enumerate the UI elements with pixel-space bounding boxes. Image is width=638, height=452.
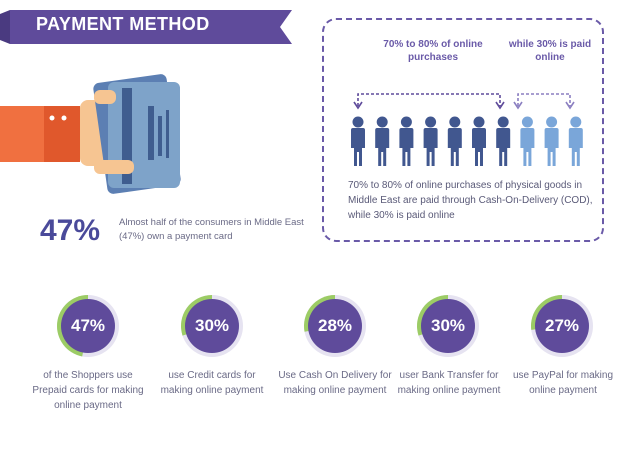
person-icon bbox=[496, 116, 511, 166]
stat-donut-text: Use Cash On Delivery for making online p… bbox=[278, 370, 392, 396]
person-icon bbox=[375, 116, 390, 166]
stat-donut-text: user Bank Transfer for making online pay… bbox=[397, 370, 501, 396]
page-title: PAYMENT METHOD bbox=[36, 14, 210, 34]
person-icon bbox=[568, 116, 583, 166]
person-icon bbox=[447, 116, 462, 166]
stat-donut bbox=[417, 295, 479, 357]
stat-donut bbox=[181, 295, 243, 357]
person-icon bbox=[351, 116, 365, 166]
stat-donut-text: of the Shoppers use Prepaid cards for ma… bbox=[32, 370, 144, 411]
stat-donut-value: 30% bbox=[194, 316, 230, 335]
stat-donut-text: use PayPal for making online payment bbox=[512, 370, 614, 396]
stat-donut-value: 28% bbox=[317, 316, 353, 335]
stat-donut-value: 47% bbox=[70, 316, 106, 335]
person-icon bbox=[423, 116, 438, 166]
split-description: 70% to 80% of online purchases of physic… bbox=[348, 180, 593, 221]
person-icon bbox=[399, 116, 414, 166]
person-icon bbox=[472, 116, 486, 166]
stat-donut-text: use Credit cards for making online payme… bbox=[160, 370, 264, 396]
split-brackets bbox=[353, 93, 575, 110]
stat-donut-value: 27% bbox=[544, 316, 580, 335]
split-header-right: while 30% is paid online bbox=[508, 39, 592, 63]
stat-donut-value: 30% bbox=[430, 316, 466, 335]
stat-donut bbox=[57, 295, 119, 357]
person-icon bbox=[520, 116, 535, 166]
person-icon bbox=[544, 116, 559, 166]
split-header-left: 70% to 80% of online purchases bbox=[383, 39, 483, 63]
card-stat-text: Almost half of the consumers in Middle E… bbox=[119, 217, 304, 242]
people-row bbox=[351, 116, 583, 166]
stat-donut bbox=[531, 295, 593, 357]
stat-donut bbox=[304, 295, 366, 357]
hand-card-illustration bbox=[0, 74, 181, 194]
title-banner bbox=[0, 10, 292, 44]
card-stat-value: 47% bbox=[40, 214, 101, 247]
payment-split-panel bbox=[322, 18, 604, 242]
